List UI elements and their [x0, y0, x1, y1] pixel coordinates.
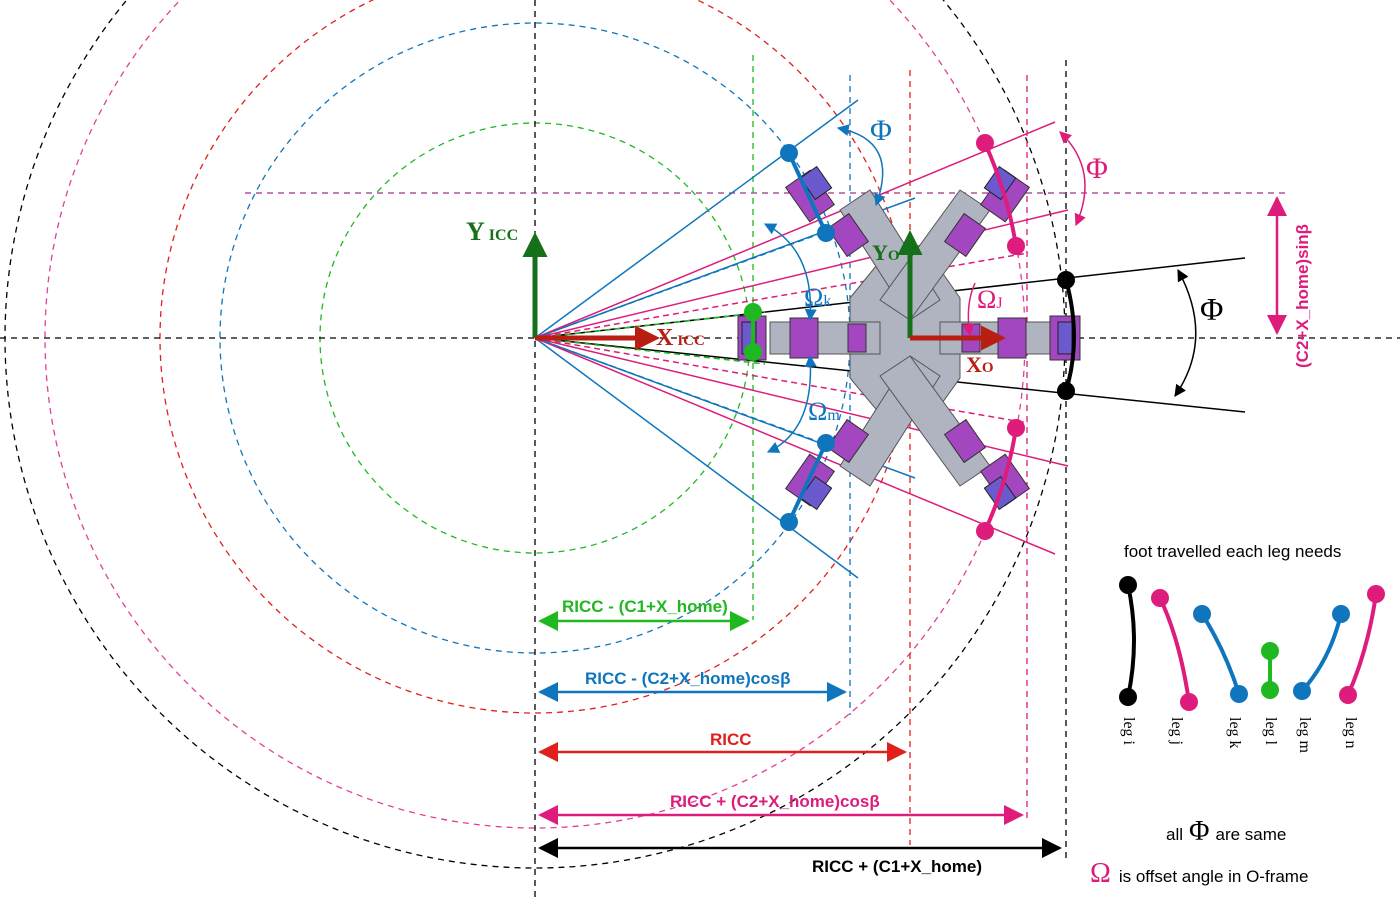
dim-label-1: RICC - (C1+X_home) [562, 597, 728, 616]
legend-leg-j [1151, 589, 1198, 711]
legend-label-leg-i: leg i [1120, 717, 1137, 746]
phi-label-blue: Φ [870, 114, 892, 147]
legend-label-leg-l: leg l [1262, 717, 1279, 746]
coordinate-axes [522, 230, 1006, 351]
x-o-label: XO [966, 352, 994, 377]
omega-m-arc [766, 354, 817, 453]
phi-label-black: Φ [1200, 291, 1223, 327]
phi-arc-blue [836, 124, 886, 207]
phi-arc-magenta [1059, 131, 1086, 227]
legend-label-leg-k: leg k [1226, 717, 1243, 749]
legend-title: foot travelled each leg needs [1124, 542, 1341, 561]
legend-label-leg-n: leg n [1342, 717, 1359, 749]
dim-label-2: RICC - (C2+X_home)cosβ [585, 669, 790, 688]
x-icc-label: X ICC [656, 325, 705, 351]
y-icc-label: Y ICC [466, 217, 518, 246]
traj-leg-n [983, 427, 1018, 532]
omega-k-arc [763, 223, 817, 322]
traj-leg-j [983, 142, 1018, 247]
angle-arcs [763, 124, 1197, 453]
traj-leg-i [1064, 279, 1076, 392]
dimension-arrows [538, 611, 1062, 858]
dim-label-4: RICC + (C2+X_home)cosβ [670, 792, 880, 811]
y-o-label: YO [872, 240, 900, 265]
foot-dots [744, 134, 1075, 540]
phi-arc-black [1174, 268, 1197, 397]
legend-leg-n [1339, 585, 1385, 704]
sin-dimension-label: (C2+X_home)sinβ [1293, 224, 1312, 368]
omega-k-label: Ωk [804, 283, 831, 312]
dim-label-3: RICC [710, 730, 752, 749]
legend-leg-l [1261, 642, 1279, 699]
omega-j-label: ΩJ [977, 285, 1003, 314]
legend-leg-m [1293, 605, 1350, 700]
legend: foot travelled each leg needs [1090, 542, 1385, 889]
omega-m-label: Ωm [808, 397, 840, 426]
legend-leg-k [1193, 605, 1248, 703]
omega-j-arc [962, 282, 976, 337]
phi-label-magenta: Φ [1086, 152, 1108, 185]
legend-leg-i [1119, 576, 1137, 706]
legend-label-leg-m: leg m [1296, 717, 1313, 754]
dim-label-5: RICC + (C1+X_home) [812, 857, 982, 876]
legend-label-leg-j: leg j [1168, 717, 1185, 745]
